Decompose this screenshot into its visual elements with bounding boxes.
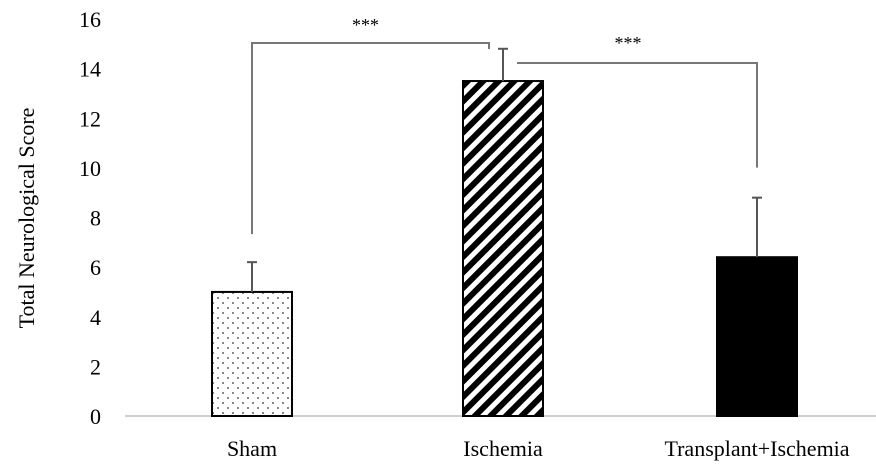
y-tick-label: 12 — [79, 106, 101, 131]
significance-label: *** — [352, 15, 379, 35]
y-tick-label: 14 — [79, 57, 101, 82]
x-tick-labels: Sham Ischemia Transplant+Ischemia — [227, 436, 850, 461]
y-axis-label: Total Neurological Score — [14, 108, 39, 329]
error-bar — [498, 47, 508, 82]
y-tick-label: 10 — [79, 156, 101, 181]
bars — [211, 80, 798, 418]
error-bar — [247, 261, 257, 292]
error-bar — [752, 196, 762, 258]
y-tick-label: 8 — [90, 206, 101, 231]
y-tick-label: 4 — [90, 305, 101, 330]
y-tick-label: 6 — [90, 255, 101, 280]
significance-bracket: *** — [517, 33, 758, 168]
y-tick-label: 16 — [79, 7, 101, 32]
bar-sham — [211, 290, 293, 417]
y-tick-label: 2 — [90, 354, 101, 379]
significance-brackets: *** *** — [251, 15, 758, 235]
error-bars — [247, 47, 762, 292]
x-tick-label: Sham — [227, 436, 277, 461]
significance-label: *** — [615, 33, 642, 53]
bar-ischemia — [462, 80, 544, 417]
y-tick-label: 0 — [90, 404, 101, 429]
x-tick-label: Ischemia — [463, 436, 543, 461]
x-tick-label: Transplant+Ischemia — [664, 436, 849, 461]
bar-transplant-ischemia — [716, 256, 798, 418]
y-tick-labels: 0 2 4 6 8 10 12 14 16 — [79, 7, 101, 429]
significance-bracket: *** — [251, 15, 490, 235]
